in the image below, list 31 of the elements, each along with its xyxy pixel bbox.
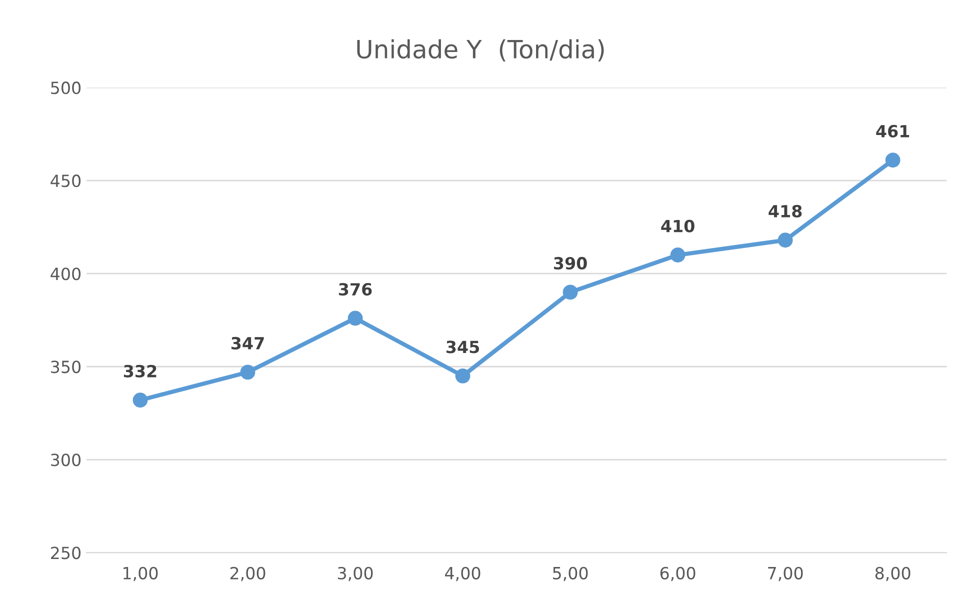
point — [562, 284, 578, 300]
point — [240, 364, 256, 380]
point — [348, 310, 363, 326]
x-tick-label: 6,00 — [660, 566, 696, 582]
data-label: 418 — [768, 204, 802, 218]
y-tick-label: 250 — [51, 546, 81, 560]
data-label: 347 — [231, 336, 264, 350]
data-label: 390 — [554, 256, 587, 270]
x-tick-label: 2,00 — [230, 566, 266, 582]
x-tick-label: 3,00 — [338, 566, 373, 582]
data-label: 332 — [124, 364, 156, 378]
x-tick-label: 1,00 — [124, 566, 158, 582]
x-tick-label: 7,00 — [768, 566, 803, 582]
y-tick-label: 300 — [51, 454, 81, 466]
data-label: 410 — [661, 220, 694, 232]
data-label: 345 — [446, 340, 480, 354]
x-tick-label: 4,00 — [445, 566, 480, 582]
point — [455, 368, 470, 384]
data-label: 461 — [876, 124, 910, 138]
point — [778, 232, 793, 248]
point — [670, 248, 686, 262]
chart-title: Unidade Y (Ton/dia) — [357, 39, 604, 62]
x-tick-label: 5,00 — [553, 566, 588, 582]
y-tick-label: 400 — [50, 268, 81, 280]
y-tick-label: 500 — [51, 82, 81, 94]
data-label: 376 — [338, 282, 372, 296]
y-tick-label: 450 — [50, 174, 81, 188]
x-tick-label: 8,00 — [875, 566, 910, 582]
point — [885, 152, 900, 168]
y-tick-label: 350 — [51, 360, 81, 374]
point — [132, 392, 148, 408]
